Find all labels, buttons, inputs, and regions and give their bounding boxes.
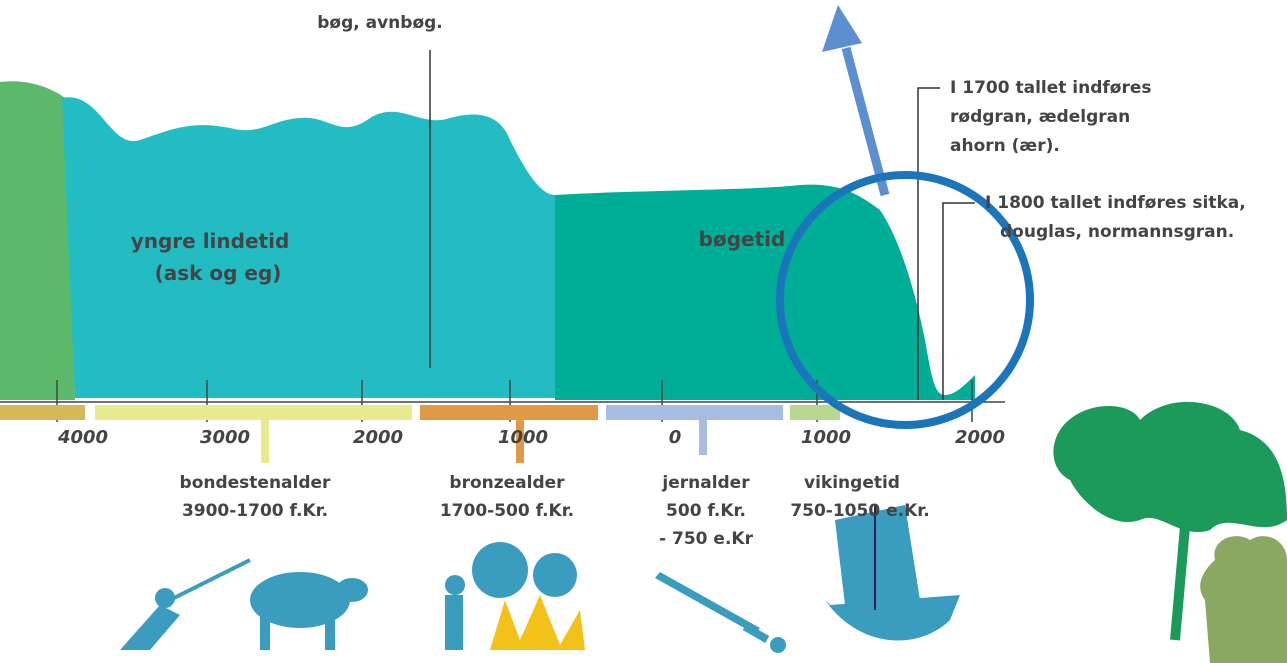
annotation: bøg, avnbøg. [317, 13, 443, 33]
period-label: bronzealder [449, 473, 565, 493]
annotation: I 1800 tallet indføres sitka, [985, 193, 1246, 213]
period-label: jernalder [661, 473, 750, 493]
arrow-head [822, 5, 862, 52]
sword-icon [655, 572, 786, 653]
period-label: 3900-1700 f.Kr. [182, 501, 328, 521]
period-bar [95, 405, 412, 420]
axis-label: 1000 [498, 427, 548, 448]
axis-label: 2000 [353, 427, 403, 448]
arrow [841, 46, 890, 197]
axis-label: 0 [669, 427, 682, 448]
period-label: 500 f.Kr. [666, 501, 746, 521]
period-bar [790, 405, 840, 420]
ship-icon [825, 505, 960, 641]
pointer-line [917, 87, 940, 400]
fire-icon [445, 542, 585, 650]
period-bar [0, 405, 85, 420]
period-stub [699, 420, 707, 455]
period-label: bondestenalder [180, 473, 332, 493]
bush [1200, 536, 1287, 663]
axis-label: 3000 [200, 427, 250, 448]
annotation: rødgran, ædelgran [950, 107, 1130, 127]
ox-plough-icon [120, 558, 368, 650]
period-stub [516, 420, 524, 463]
zone-label: yngre lindetid [131, 229, 290, 253]
pointer-line [942, 202, 975, 400]
period-bar [420, 405, 598, 420]
zone-label: (ask og eg) [155, 261, 282, 285]
annotation: douglas, normannsgran. [1000, 222, 1234, 242]
period-label: 750-1050 e.Kr. [790, 501, 929, 521]
axis-label: 2000 [955, 427, 1005, 448]
zone-label: bøgetid [699, 227, 786, 251]
annotation: ahorn (ær). [950, 136, 1060, 156]
tree-crown [1053, 401, 1287, 533]
period-stub [261, 420, 269, 463]
annotation: I 1700 tallet indføres [950, 78, 1152, 98]
highlight-circle [776, 171, 1034, 429]
lindetid-zone [62, 97, 555, 399]
period-bar [606, 405, 783, 420]
axis-label: 4000 [57, 427, 108, 448]
boegetid-zone [555, 184, 975, 400]
period-label: - 750 e.Kr [659, 529, 754, 549]
period-label: 1700-500 f.Kr. [440, 501, 574, 521]
axis-label: 1000 [801, 427, 851, 448]
period-label: vikingetid [804, 473, 900, 493]
early-zone [0, 81, 75, 401]
